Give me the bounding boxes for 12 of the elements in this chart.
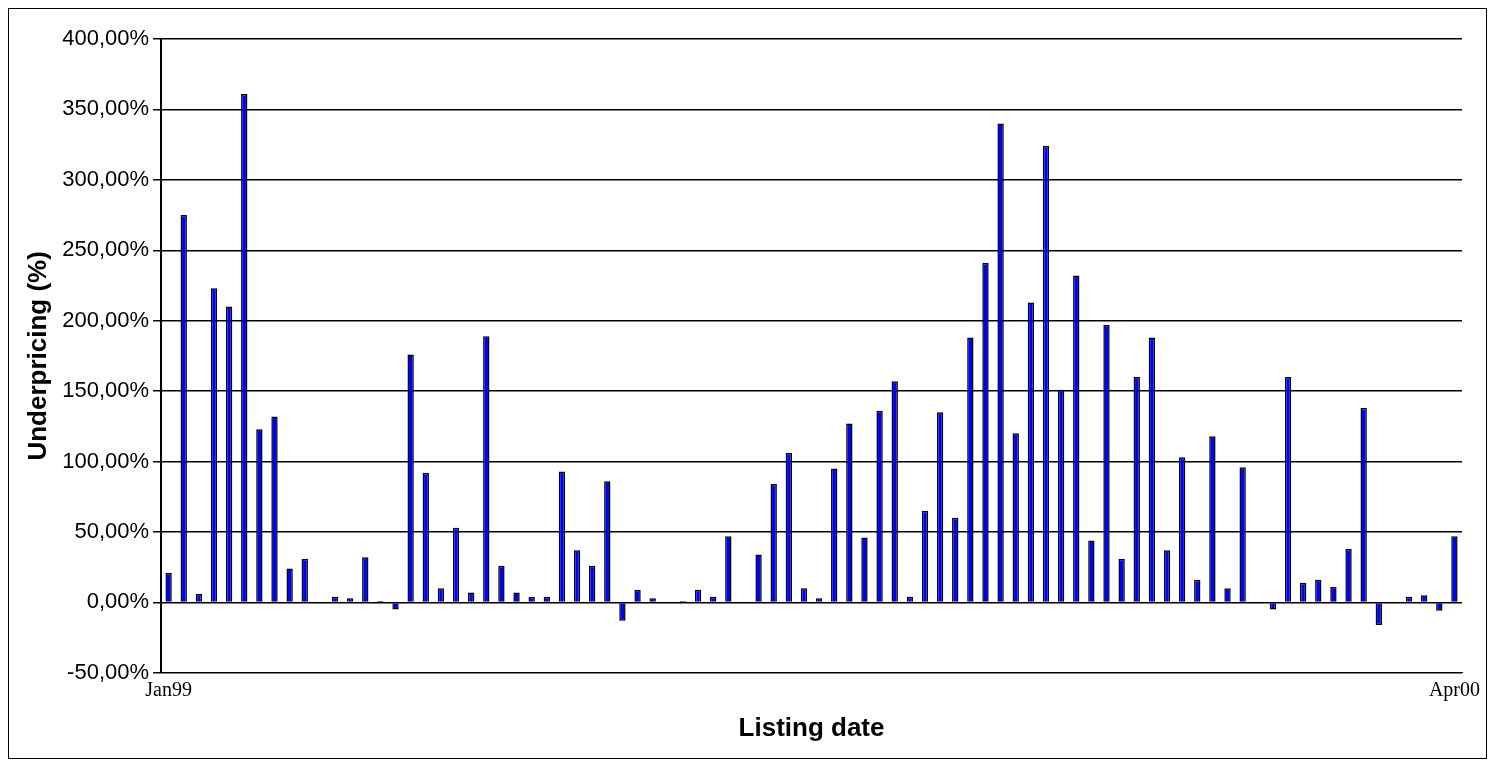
y-tick-label: 200,00% (62, 306, 150, 332)
y-tick-label: 350,00% (62, 95, 150, 121)
y-axis-title: Underpricing (%) (21, 251, 52, 461)
y-tick-label: 400,00% (62, 25, 150, 51)
y-tick-label: 250,00% (62, 236, 150, 262)
x-tick-label: Apr00 (1428, 678, 1480, 702)
y-tick-label: 150,00% (62, 377, 150, 403)
y-tick-label: 0,00% (86, 588, 150, 614)
y-tick-label: 300,00% (62, 165, 150, 191)
x-axis-title: Listing date (738, 711, 885, 742)
y-tick-label: 50,00% (74, 518, 150, 544)
y-tick-label: 100,00% (62, 447, 150, 473)
